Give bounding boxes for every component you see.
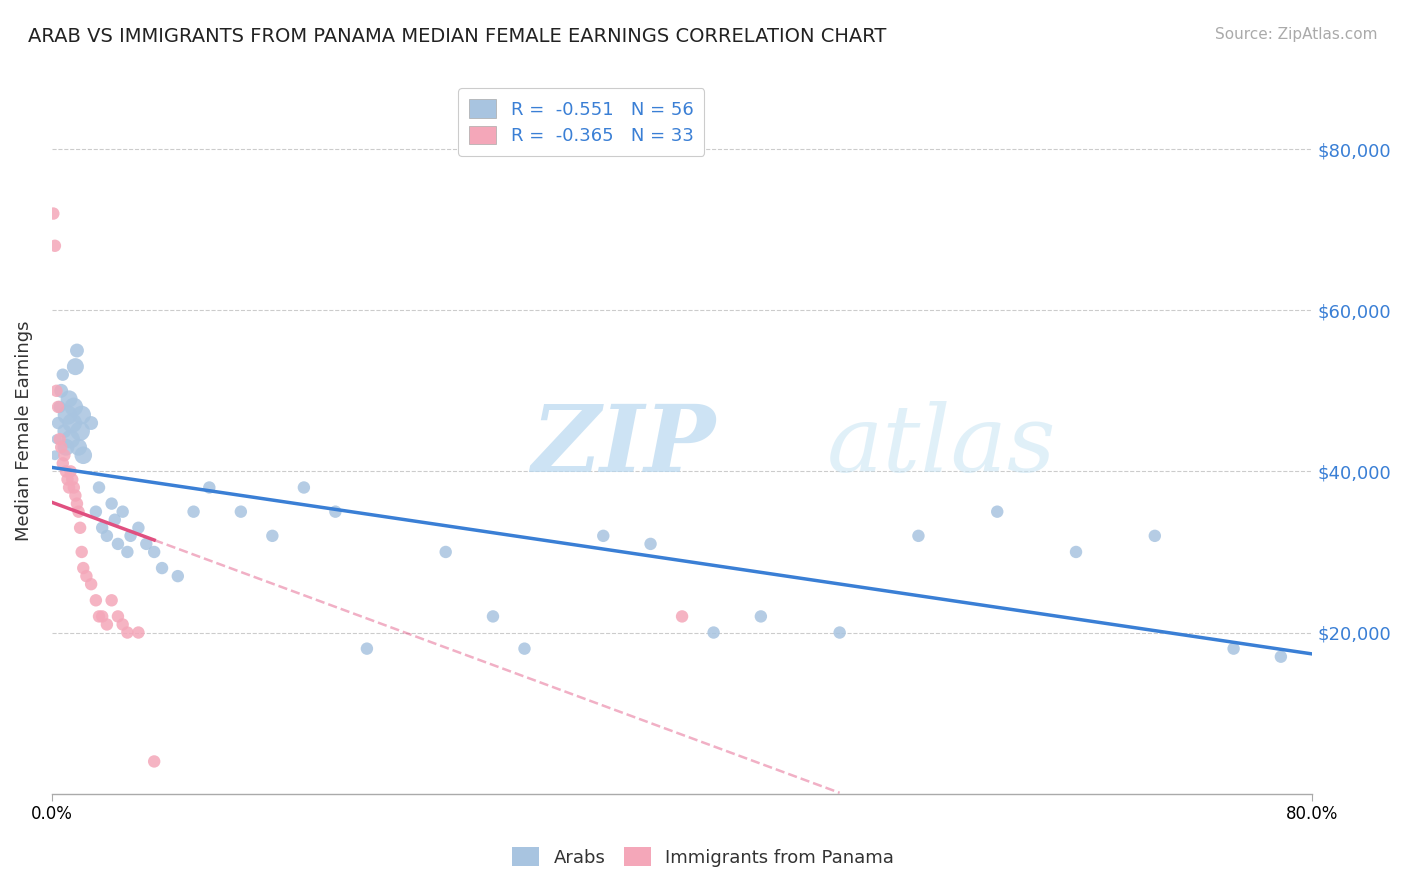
Point bbox=[58, 392, 80, 406]
Point bbox=[96, 529, 118, 543]
Point bbox=[67, 505, 90, 519]
Point bbox=[183, 505, 205, 519]
Point bbox=[434, 545, 457, 559]
Point bbox=[325, 505, 347, 519]
Text: ZIP: ZIP bbox=[531, 401, 716, 491]
Point bbox=[56, 408, 79, 422]
Point bbox=[69, 424, 91, 438]
Point bbox=[80, 416, 103, 430]
Point bbox=[100, 593, 122, 607]
Point bbox=[58, 481, 80, 495]
Text: atlas: atlas bbox=[827, 401, 1056, 491]
Point bbox=[66, 343, 89, 358]
Point bbox=[46, 400, 69, 414]
Point bbox=[84, 505, 107, 519]
Point bbox=[48, 432, 70, 446]
Point bbox=[80, 577, 103, 591]
Point bbox=[52, 368, 75, 382]
Point bbox=[198, 481, 221, 495]
Point bbox=[120, 529, 142, 543]
Point bbox=[48, 400, 70, 414]
Point bbox=[117, 545, 139, 559]
Point bbox=[513, 641, 536, 656]
Point bbox=[104, 513, 127, 527]
Point bbox=[143, 545, 166, 559]
Point bbox=[1270, 649, 1292, 664]
Legend: Arabs, Immigrants from Panama: Arabs, Immigrants from Panama bbox=[505, 840, 901, 874]
Point bbox=[482, 609, 505, 624]
Point bbox=[66, 497, 89, 511]
Point bbox=[51, 440, 73, 454]
Point bbox=[44, 239, 66, 253]
Point bbox=[60, 416, 83, 430]
Point bbox=[60, 472, 83, 486]
Point bbox=[1222, 641, 1244, 656]
Point bbox=[262, 529, 284, 543]
Point bbox=[46, 416, 69, 430]
Point bbox=[828, 625, 851, 640]
Point bbox=[96, 617, 118, 632]
Point bbox=[59, 464, 82, 478]
Point bbox=[91, 521, 114, 535]
Point bbox=[640, 537, 662, 551]
Legend: R =  -0.551   N = 56, R =  -0.365   N = 33: R = -0.551 N = 56, R = -0.365 N = 33 bbox=[458, 88, 704, 156]
Point bbox=[671, 609, 693, 624]
Y-axis label: Median Female Earnings: Median Female Earnings bbox=[15, 321, 32, 541]
Point bbox=[135, 537, 157, 551]
Point bbox=[72, 561, 94, 575]
Point bbox=[150, 561, 173, 575]
Point bbox=[100, 497, 122, 511]
Text: Source: ZipAtlas.com: Source: ZipAtlas.com bbox=[1215, 27, 1378, 42]
Point bbox=[356, 641, 378, 656]
Point bbox=[107, 609, 129, 624]
Point bbox=[592, 529, 614, 543]
Point bbox=[55, 440, 77, 454]
Point bbox=[87, 609, 110, 624]
Point bbox=[45, 432, 67, 446]
Point bbox=[111, 505, 134, 519]
Point bbox=[55, 464, 77, 478]
Point bbox=[51, 384, 73, 398]
Point bbox=[1143, 529, 1166, 543]
Point bbox=[111, 617, 134, 632]
Point bbox=[62, 400, 84, 414]
Point bbox=[107, 537, 129, 551]
Point bbox=[166, 569, 188, 583]
Point bbox=[70, 408, 93, 422]
Point bbox=[56, 472, 79, 486]
Point bbox=[59, 432, 82, 446]
Text: ARAB VS IMMIGRANTS FROM PANAMA MEDIAN FEMALE EARNINGS CORRELATION CHART: ARAB VS IMMIGRANTS FROM PANAMA MEDIAN FE… bbox=[28, 27, 887, 45]
Point bbox=[53, 424, 76, 438]
Point bbox=[45, 384, 67, 398]
Point bbox=[143, 755, 166, 769]
Point bbox=[62, 481, 84, 495]
Point bbox=[70, 545, 93, 559]
Point bbox=[91, 609, 114, 624]
Point bbox=[75, 569, 97, 583]
Point bbox=[292, 481, 315, 495]
Point bbox=[749, 609, 772, 624]
Point bbox=[44, 448, 66, 462]
Point bbox=[87, 481, 110, 495]
Point bbox=[986, 505, 1008, 519]
Point bbox=[229, 505, 252, 519]
Point bbox=[53, 448, 76, 462]
Point bbox=[67, 440, 90, 454]
Point bbox=[72, 448, 94, 462]
Point bbox=[1064, 545, 1087, 559]
Point bbox=[69, 521, 91, 535]
Point bbox=[42, 206, 65, 220]
Point bbox=[907, 529, 929, 543]
Point bbox=[52, 456, 75, 470]
Point bbox=[65, 489, 87, 503]
Point bbox=[703, 625, 725, 640]
Point bbox=[127, 625, 149, 640]
Point bbox=[84, 593, 107, 607]
Point bbox=[127, 521, 149, 535]
Point bbox=[117, 625, 139, 640]
Point bbox=[65, 359, 87, 374]
